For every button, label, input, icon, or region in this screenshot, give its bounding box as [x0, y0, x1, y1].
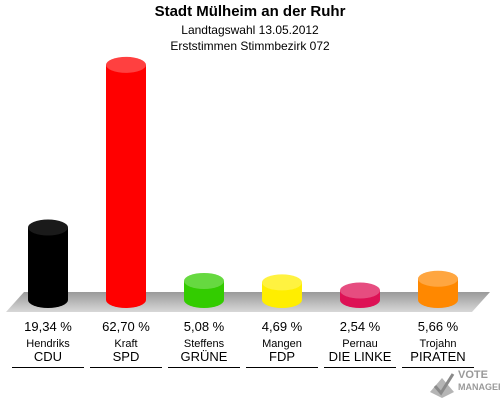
bar-top-cdu: [28, 219, 68, 236]
value-label-piraten: 5,66 %: [417, 319, 459, 334]
candidate-label-fdp: Mangen: [262, 338, 302, 350]
chart-subtitle: Landtagswahl 13.05.2012: [181, 23, 319, 37]
candidate-label-die-linke: Pernau: [342, 338, 378, 350]
party-underline-spd: [90, 367, 162, 368]
party-label-cdu: CDU: [33, 349, 63, 364]
ballot-icon: [430, 373, 455, 398]
logo-text-manager: MANAGER: [458, 382, 500, 392]
bar-body-piraten: [418, 278, 458, 308]
party-underline-cdu: [12, 367, 84, 368]
chart-subtitle-2: Erststimmen Stimmbezirk 072: [170, 39, 330, 53]
bar-die-linke: [340, 282, 380, 308]
candidate-label-cdu: Hendriks: [26, 338, 70, 350]
party-underline-gr-ne: [168, 367, 240, 368]
candidate-label-spd: Kraft: [114, 338, 138, 350]
candidate-label-piraten: Trojahn: [419, 338, 457, 350]
party-label-spd: SPD: [112, 349, 140, 364]
bar-piraten: [418, 270, 458, 308]
vote-manager-logo: [430, 373, 455, 398]
bar-body-cdu: [28, 227, 68, 308]
chart-title: Stadt Mülheim an der Ruhr: [154, 3, 346, 20]
bar-top-piraten: [418, 270, 458, 287]
bar-top-die-linke: [340, 282, 380, 299]
bar-gr-ne: [184, 272, 224, 308]
value-label-cdu: 19,34 %: [24, 319, 72, 334]
party-label-piraten: PIRATEN: [410, 349, 466, 364]
bar-top-fdp: [262, 274, 302, 291]
chart-floor: [6, 292, 490, 312]
bar-cdu: [28, 219, 68, 308]
logo-text-vote: VOTE: [458, 369, 488, 381]
bar-spd: [106, 56, 146, 308]
party-label-die-linke: DIE LINKE: [328, 349, 392, 364]
party-underline-die-linke: [324, 367, 396, 368]
value-label-fdp: 4,69 %: [261, 319, 303, 334]
value-label-gr-ne: 5,08 %: [183, 319, 225, 334]
bar-body-spd: [106, 64, 146, 308]
bar-top-spd: [106, 56, 146, 73]
candidate-label-gr-ne: Steffens: [183, 338, 225, 350]
value-label-die-linke: 2,54 %: [339, 319, 381, 334]
party-label-gr-ne: GRÜNE: [180, 349, 228, 364]
party-underline-piraten: [402, 367, 474, 368]
bar-fdp: [262, 274, 302, 308]
bar-top-gr-ne: [184, 272, 224, 289]
party-label-fdp: FDP: [269, 349, 295, 364]
party-underline-fdp: [246, 367, 318, 368]
value-label-spd: 62,70 %: [102, 319, 150, 334]
